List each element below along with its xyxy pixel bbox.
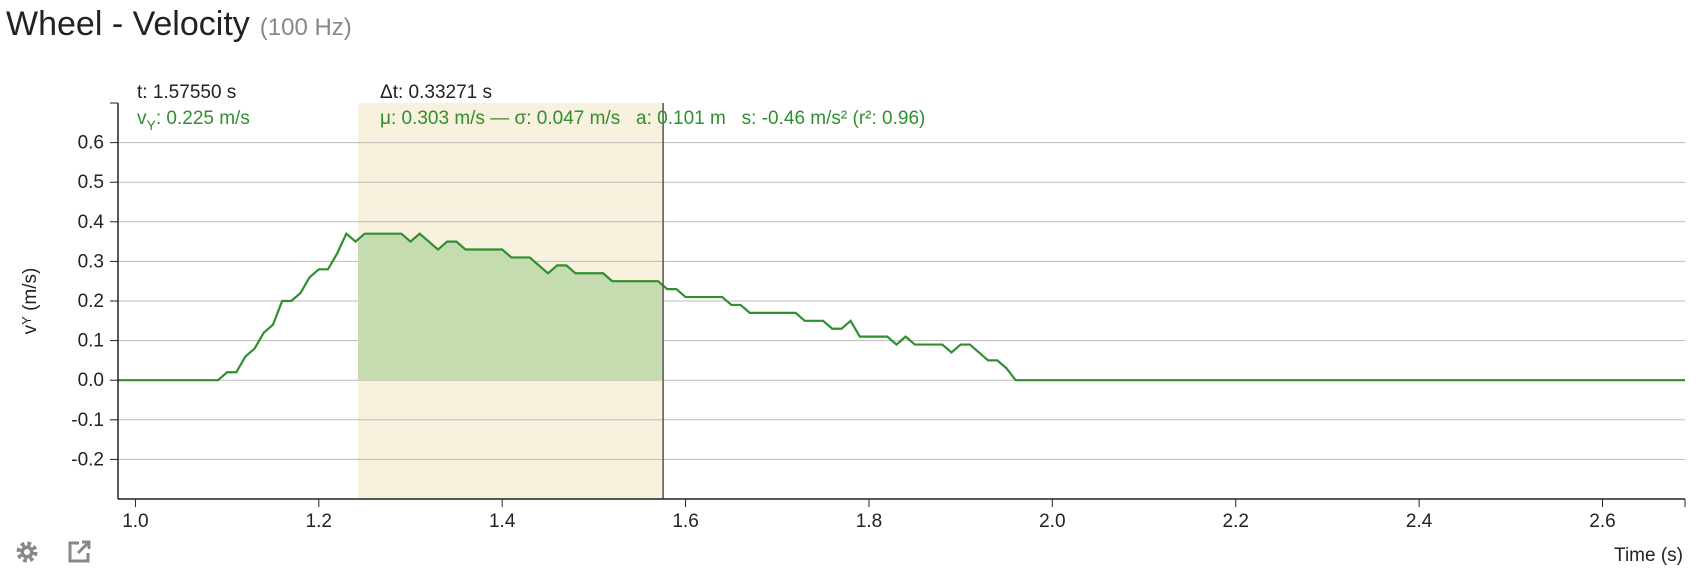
- y-tick-label: 0.5: [78, 172, 104, 193]
- y-tick-label: 0.4: [78, 212, 105, 233]
- y-label-v: v: [20, 324, 41, 334]
- readout-v: v: [137, 108, 147, 129]
- delta-time: Δt: 0.33271 s: [380, 82, 492, 103]
- title-main: Wheel - Velocity: [6, 5, 250, 43]
- y-label-sub: Y: [19, 316, 34, 325]
- y-label-unit: (m/s): [20, 268, 41, 317]
- y-tick-label: 0.3: [78, 251, 104, 272]
- y-tick-label: -0.1: [71, 410, 104, 431]
- x-tick-label: 1.2: [306, 511, 332, 532]
- x-tick-label: 1.0: [122, 511, 148, 532]
- x-tick-label: 2.6: [1589, 511, 1615, 532]
- y-tick-label: 0.1: [78, 331, 104, 352]
- velocity-line: [118, 231, 1685, 382]
- x-axis-label: Time (s): [1614, 545, 1683, 566]
- readout: vY: 0.225 m/s: [137, 108, 250, 133]
- export-icon[interactable]: [68, 540, 91, 563]
- x-tick-label: 1.4: [489, 511, 516, 532]
- x-tick-label: 2.4: [1406, 511, 1433, 532]
- readout-sub: Y: [147, 117, 157, 133]
- y-tick-label: 0.6: [78, 133, 104, 154]
- y-tick-label: 0.2: [78, 291, 104, 312]
- readout-value: : 0.225 m/s: [156, 108, 250, 129]
- settings-icon[interactable]: [16, 541, 38, 563]
- selection-area: [358, 233, 664, 381]
- x-tick-label: 1.6: [672, 511, 698, 532]
- x-tick-label: 2.0: [1039, 511, 1065, 532]
- y-axis-label: vY (m/s): [19, 268, 41, 335]
- y-tick-label: -0.2: [71, 449, 104, 470]
- x-tick-label: 2.2: [1223, 511, 1249, 532]
- plot: -0.2 -0.1 0.0 0.1 0.2 0.3 0.4 0.5 0.6 1.0 1.2 1.4 1.…: [71, 102, 1686, 532]
- cursor-time: t: 1.57550 s: [137, 82, 236, 103]
- title: Wheel - Velocity (100 Hz): [6, 5, 352, 43]
- y-tick-label: 0.0: [78, 370, 104, 391]
- rate: (100 Hz): [260, 14, 352, 41]
- stats: μ: 0.303 m/s — σ: 0.047 m/s a: 0.101 m s…: [380, 108, 925, 129]
- x-tick-label: 1.8: [856, 511, 882, 532]
